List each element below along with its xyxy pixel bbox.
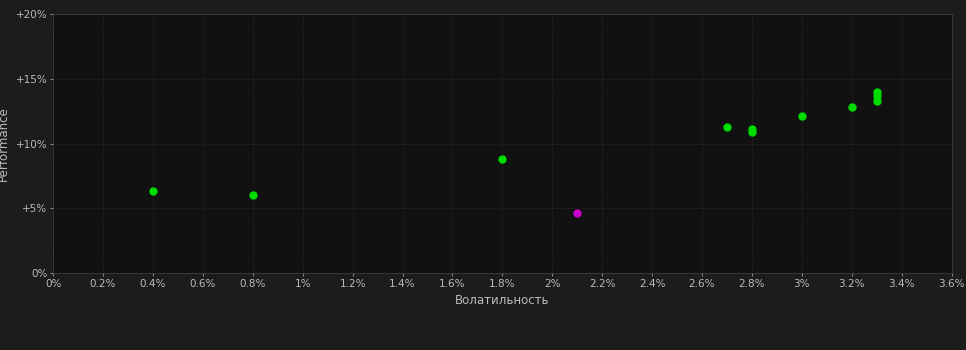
Point: [744, 126, 759, 132]
Point: [744, 129, 759, 135]
Point: [869, 93, 885, 98]
Point: [869, 89, 885, 95]
Point: [869, 98, 885, 104]
X-axis label: Волатильность: Волатильность: [455, 294, 550, 307]
Point: [844, 104, 860, 110]
Point: [145, 189, 160, 194]
Point: [719, 124, 735, 130]
Point: [570, 211, 585, 216]
Point: [495, 156, 510, 162]
Point: [245, 193, 261, 198]
Point: [794, 113, 810, 119]
Y-axis label: Performance: Performance: [0, 106, 11, 181]
